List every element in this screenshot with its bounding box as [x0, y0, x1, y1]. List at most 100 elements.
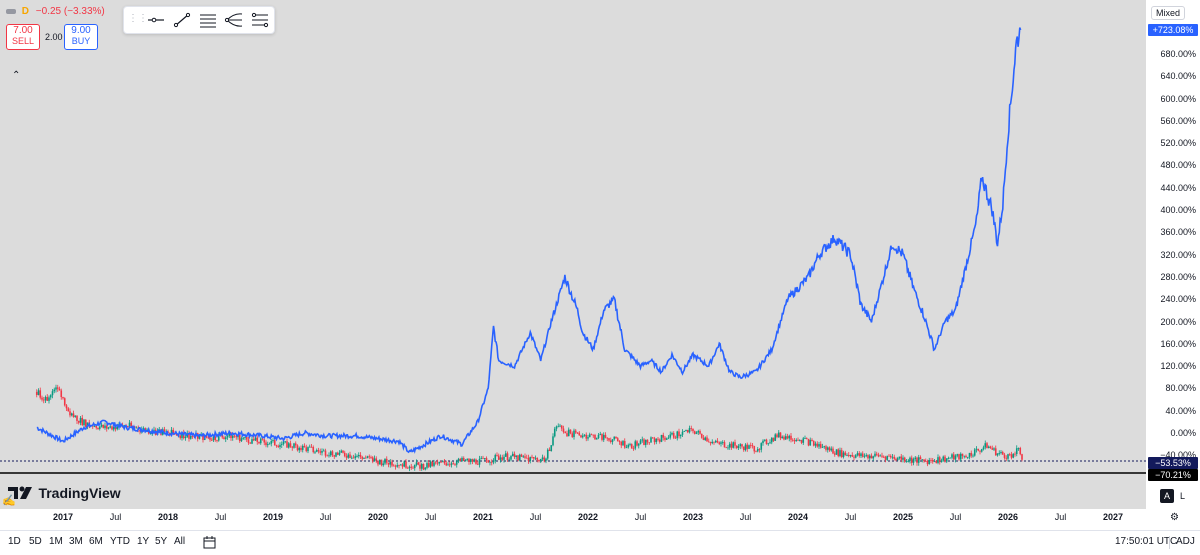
- parallel-channel-icon[interactable]: [198, 11, 218, 29]
- buy-button[interactable]: 9.00 BUY: [64, 24, 98, 50]
- candle-body: [693, 431, 696, 434]
- candle-body: [776, 434, 778, 438]
- candle-body: [420, 463, 423, 469]
- range-button[interactable]: 3M: [69, 536, 83, 547]
- time-tick-label: 2018: [157, 512, 179, 522]
- calendar-icon[interactable]: [202, 534, 218, 555]
- candle-body: [758, 449, 761, 450]
- price-tick-label: 200.00%: [1160, 316, 1196, 327]
- candle-body: [228, 432, 231, 437]
- range-button[interactable]: YTD: [110, 536, 130, 547]
- candle-body: [480, 457, 483, 459]
- candle-body: [70, 413, 73, 416]
- fib-retracement-icon[interactable]: [250, 11, 270, 29]
- collapse-chevron-icon[interactable]: ⌃: [12, 70, 21, 81]
- candle-body: [660, 434, 663, 442]
- trend-line-icon[interactable]: [172, 11, 192, 29]
- horizontal-ray-icon[interactable]: [146, 11, 166, 29]
- current-value-blue-label: +723.08%: [1148, 24, 1198, 37]
- candle-body: [629, 444, 631, 445]
- candle-body: [370, 457, 372, 458]
- chart-canvas[interactable]: [0, 0, 1146, 509]
- candle-body: [433, 462, 435, 466]
- candle-body: [623, 441, 626, 448]
- price-scale[interactable]: 680.00% 640.00% 600.00% 560.00% 520.00% 480.0…: [1146, 0, 1200, 509]
- candle-body: [704, 437, 707, 441]
- pitchfork-icon[interactable]: [224, 11, 244, 29]
- candle-body: [396, 465, 399, 467]
- candle-body: [550, 445, 553, 452]
- candle-body: [868, 455, 871, 459]
- candle-body: [989, 446, 992, 449]
- candle-body: [198, 435, 201, 439]
- time-tick-label: 2022: [577, 512, 599, 522]
- candle-body: [419, 464, 421, 469]
- range-button[interactable]: All: [174, 536, 186, 547]
- candle-body: [291, 446, 294, 448]
- candle-body: [657, 438, 659, 440]
- range-button[interactable]: 5D: [29, 536, 42, 547]
- candle-body: [1017, 448, 1020, 449]
- candle-body: [671, 433, 673, 435]
- range-button[interactable]: 1M: [49, 536, 63, 547]
- candle-body: [268, 443, 271, 445]
- candle-body: [622, 441, 624, 446]
- candle-body: [256, 437, 259, 442]
- sell-button[interactable]: 7.00 SELL: [6, 24, 40, 50]
- price-tick-label: 0.00%: [1170, 428, 1196, 438]
- candle-body: [574, 430, 577, 433]
- tradingview-logo[interactable]: TradingView: [8, 484, 121, 502]
- candle-body: [958, 454, 960, 460]
- candle-body: [755, 451, 757, 453]
- candle-body: [368, 456, 371, 458]
- candle-body: [265, 442, 267, 446]
- candle-body: [837, 449, 840, 457]
- candle-body: [513, 453, 516, 458]
- candle-body: [685, 429, 687, 432]
- candle-body: [613, 436, 616, 440]
- adj-toggle[interactable]: ADJ: [1176, 536, 1195, 547]
- candle-body: [903, 457, 906, 462]
- candle-body: [753, 445, 756, 452]
- candle-body: [408, 466, 411, 469]
- settings-gear-icon[interactable]: ⚙: [1170, 512, 1179, 523]
- range-button[interactable]: 1D: [8, 536, 21, 547]
- candle-body: [609, 440, 612, 442]
- range-button[interactable]: 6M: [89, 536, 103, 547]
- candle-body: [746, 444, 749, 449]
- candle-body: [702, 437, 705, 441]
- candle-body: [515, 455, 518, 458]
- candle-body: [76, 415, 78, 421]
- candle-body: [378, 459, 381, 465]
- candle-body: [510, 456, 512, 460]
- candle-body: [405, 461, 407, 468]
- candle-body: [105, 425, 108, 429]
- candle-body: [884, 456, 887, 460]
- drag-handle-icon[interactable]: ⋮⋮: [128, 13, 148, 24]
- scale-mode-button[interactable]: Mixed: [1151, 6, 1186, 20]
- candle-body: [734, 442, 736, 446]
- candle-body: [769, 442, 771, 444]
- chart-area[interactable]: [0, 0, 1146, 509]
- candle-body: [723, 442, 726, 448]
- price-tick-label: 680.00%: [1160, 49, 1196, 59]
- candle-body: [674, 437, 677, 439]
- range-button[interactable]: 5Y: [155, 536, 168, 547]
- range-button[interactable]: 1Y: [137, 536, 150, 547]
- divider: [1169, 536, 1170, 549]
- candle-body: [235, 436, 238, 438]
- auto-scale-button[interactable]: A: [1160, 489, 1174, 503]
- log-scale-button[interactable]: L: [1180, 491, 1186, 501]
- time-axis[interactable]: 2017 Jul 2018 Jul 2019 Jul 2020 Jul 2021 Jul 2022 J…: [0, 509, 1146, 527]
- drawing-mode-icon[interactable]: ✍: [2, 495, 16, 507]
- candle-body: [340, 450, 343, 453]
- candle-body: [518, 454, 521, 461]
- candle-body: [314, 451, 316, 453]
- candle-body: [963, 455, 966, 457]
- candle-body: [336, 452, 339, 455]
- buy-price: 9.00: [71, 25, 91, 36]
- candle-body: [830, 448, 833, 451]
- candle-body: [644, 439, 647, 445]
- candle-body: [499, 457, 502, 460]
- utc-clock[interactable]: 17:50:01 UTC: [1115, 536, 1178, 547]
